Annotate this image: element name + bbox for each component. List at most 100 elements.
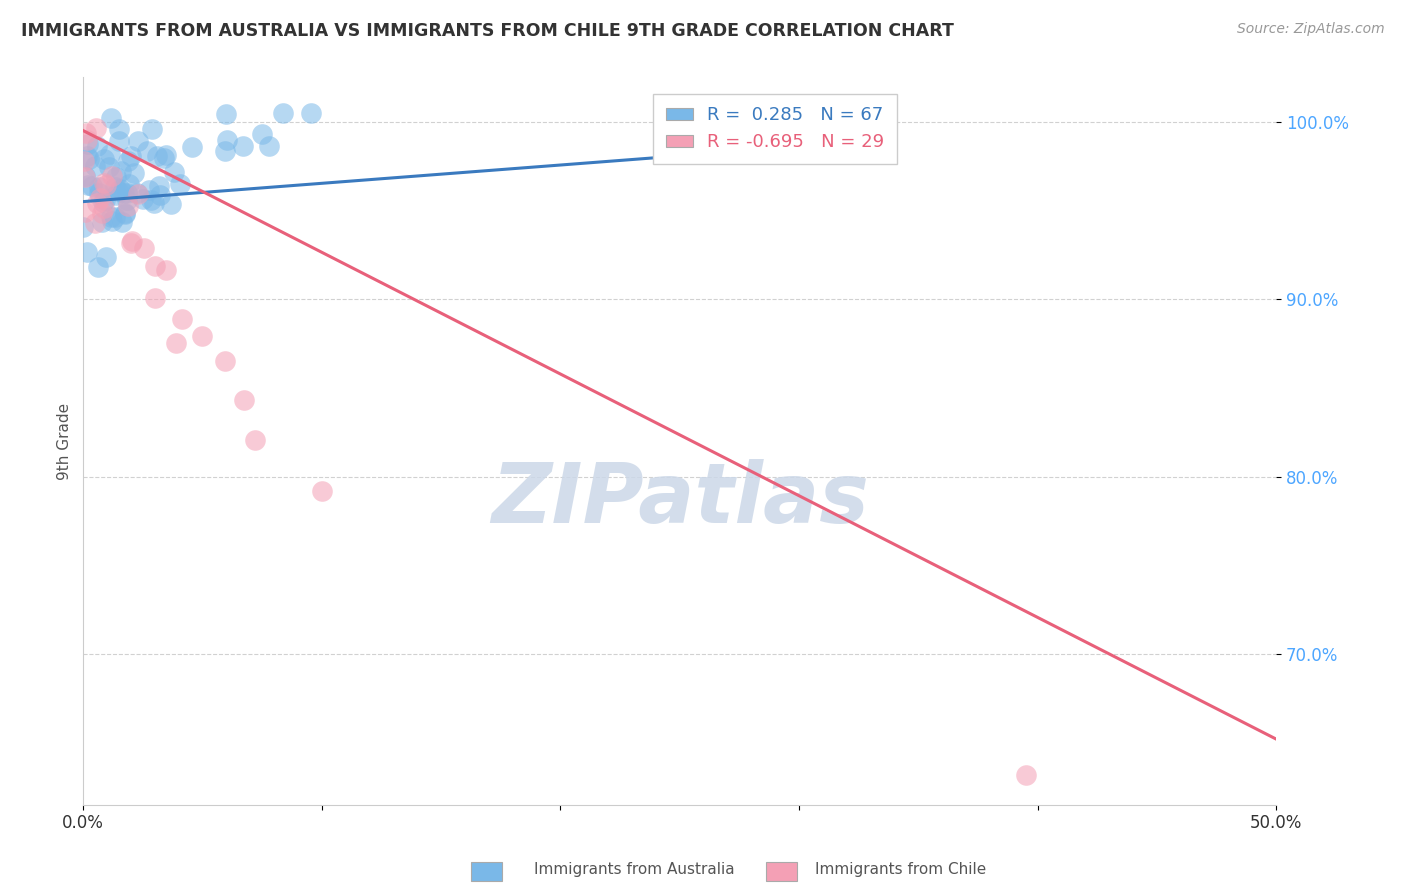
Point [114,206,136,220]
Point [110,164,132,178]
Point [93,152,115,166]
Point [105,170,128,185]
Point [86,260,108,275]
Point [73,205,96,219]
Point [77,152,100,166]
Point [243,434,266,448]
Point [149,188,172,202]
Point [84,120,107,135]
Point [162,165,184,179]
Point [143,260,166,274]
Point [118,178,141,192]
Point [257,138,280,153]
Point [117,193,139,207]
Point [165,336,187,351]
Point [89,191,111,205]
Point [76,178,98,192]
Point [98,161,121,175]
Point [101,169,124,183]
Point [86,196,108,211]
Point [76,149,98,163]
Point [134,241,156,255]
Point [1014,767,1036,781]
Point [73,169,96,184]
Point [117,153,139,168]
Point [148,178,170,193]
Point [94,250,117,264]
Point [73,169,96,183]
Point [121,234,143,248]
Y-axis label: 9th Grade: 9th Grade [58,402,72,480]
Point [117,198,139,212]
Point [90,215,112,229]
Point [136,144,159,158]
Point [94,178,117,193]
Point [271,106,294,120]
Point [100,210,122,224]
Point [104,211,127,225]
Point [80,179,103,194]
Point [87,186,110,201]
Point [169,177,191,191]
Point [215,107,238,121]
Legend: R =  0.285   N = 67, R = -0.695   N = 29: R = 0.285 N = 67, R = -0.695 N = 29 [654,94,897,164]
Point [108,121,131,136]
Point [108,134,131,148]
Point [214,354,236,368]
Point [170,311,193,326]
Point [299,106,322,120]
Point [114,207,136,221]
Point [76,133,98,147]
Point [104,180,127,194]
Point [125,186,148,200]
Point [76,245,98,260]
Point [233,392,256,407]
Point [100,146,122,161]
Point [107,184,129,198]
Point [232,138,254,153]
Point [143,291,166,305]
Text: Immigrants from Chile: Immigrants from Chile [815,863,987,877]
Point [180,140,202,154]
Point [105,187,128,202]
Point [146,149,169,163]
Point [75,126,97,140]
Point [84,216,107,230]
Point [122,166,145,180]
Point [77,136,100,151]
Point [89,180,111,194]
Text: Immigrants from Australia: Immigrants from Australia [534,863,735,877]
Point [214,144,236,158]
Point [91,194,114,209]
Point [112,186,135,201]
Point [143,196,166,211]
Point [72,220,94,235]
Point [191,328,214,343]
Text: ZIPatlas: ZIPatlas [491,458,869,540]
Text: Source: ZipAtlas.com: Source: ZipAtlas.com [1237,22,1385,37]
Point [139,193,162,207]
Point [138,183,160,197]
Point [215,133,238,147]
Point [94,193,117,207]
Point [159,197,181,211]
Point [90,206,112,220]
Point [111,214,134,228]
Point [153,151,176,165]
Point [120,149,142,163]
Point [120,236,142,251]
Point [311,483,333,498]
Point [108,182,131,196]
Point [155,148,177,162]
Point [132,192,155,206]
Text: IMMIGRANTS FROM AUSTRALIA VS IMMIGRANTS FROM CHILE 9TH GRADE CORRELATION CHART: IMMIGRANTS FROM AUSTRALIA VS IMMIGRANTS … [21,22,953,40]
Point [73,153,96,168]
Point [93,176,115,190]
Point [93,201,115,215]
Point [127,187,149,202]
Point [100,111,122,125]
Point [86,139,108,153]
Point [250,128,273,142]
Point [117,186,139,201]
Point [101,214,124,228]
